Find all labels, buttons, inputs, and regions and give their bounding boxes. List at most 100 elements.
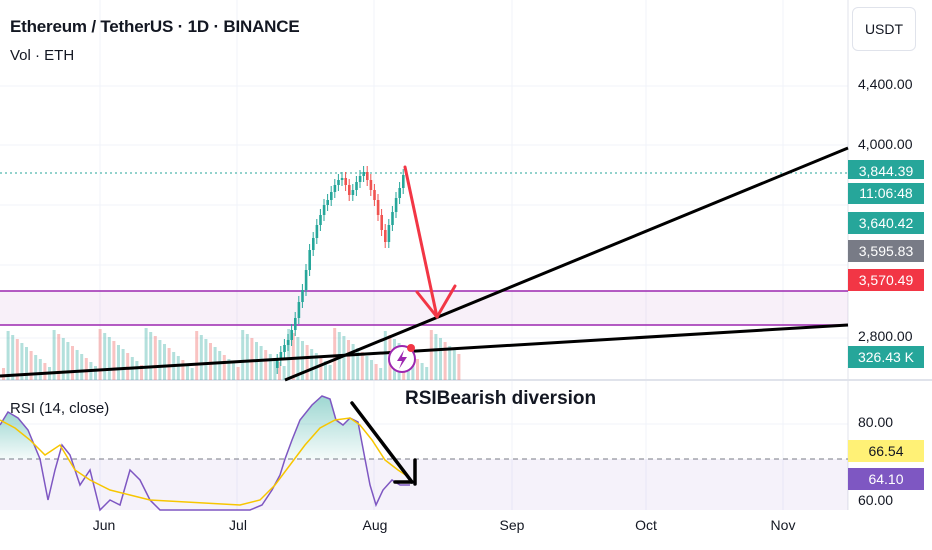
candle-body [294, 318, 297, 330]
grid [0, 0, 848, 510]
rsi-tick-80: 80.00 [858, 414, 894, 430]
annotation-text: RSIBearish diversion [405, 388, 597, 409]
x-tick-jul: Jul [229, 517, 247, 533]
price-badge-3: 3,595.83 [848, 240, 924, 262]
price-badge-4: 3,570.49 [848, 269, 924, 291]
candle-body [319, 215, 322, 225]
volume-bar [103, 333, 107, 380]
x-tick-jun: Jun [92, 517, 116, 533]
volume-bar [324, 361, 327, 380]
volume-bar [434, 334, 438, 380]
x-tick-oct: Oct [635, 517, 657, 533]
candle-body [290, 330, 293, 340]
volume-bar [80, 354, 84, 380]
price-badge-2: 3,640.42 [848, 212, 924, 234]
volume-bar [273, 358, 277, 380]
candle-body [366, 172, 369, 180]
volume-bar [84, 358, 88, 380]
volume-bar [121, 349, 125, 380]
candle-body [304, 270, 308, 290]
rsi-line [0, 395, 410, 512]
volume-bar [360, 352, 364, 380]
volume-bar [259, 346, 263, 380]
candle-body [344, 178, 347, 185]
volume-badge: 326.43 K [848, 346, 924, 368]
forecast-arrow[interactable] [403, 165, 457, 319]
candle-body [326, 200, 329, 205]
volume-bar [250, 338, 254, 380]
volume-bar [439, 338, 442, 380]
trendline-lower[interactable] [0, 323, 849, 378]
volume-legend[interactable]: Vol · ETH [10, 47, 75, 64]
volume-bar [416, 359, 419, 380]
volume-bar [25, 347, 28, 380]
volume-bar [282, 366, 286, 380]
rsi-ma-badge: 66.54 [848, 440, 924, 462]
divergence-arrow[interactable] [350, 401, 417, 486]
volume-bar [144, 328, 148, 380]
volume-bar [6, 331, 10, 380]
volume-bar [236, 367, 240, 380]
volume-bar [333, 328, 337, 380]
candle-body [351, 190, 355, 195]
volume-bar [29, 351, 33, 380]
volume-bar [181, 360, 185, 380]
x-tick-aug: Aug [362, 517, 388, 533]
trendline-upper[interactable] [284, 146, 849, 382]
price-tick-4000: 4,000.00 [858, 136, 913, 152]
currency-button[interactable]: USDT [852, 7, 916, 51]
volume-bar [126, 353, 130, 380]
candles [276, 166, 405, 374]
volume-bar [52, 330, 56, 380]
volume-bar [457, 354, 461, 380]
volume-bar [383, 331, 387, 380]
volume-bar [158, 340, 162, 380]
candle-body [398, 188, 401, 198]
volume-bar [420, 363, 424, 380]
volume-bar [291, 333, 295, 380]
volume-bar [448, 346, 452, 380]
candle-body [315, 225, 319, 238]
volume-bar [117, 345, 120, 380]
volume-bar [107, 337, 111, 380]
volume-bar [278, 362, 281, 380]
volume-bar [71, 346, 74, 380]
volume-bar [186, 364, 189, 380]
candle-body [369, 180, 373, 190]
volume-bar [209, 343, 212, 380]
x-tick-sep: Sep [499, 517, 525, 533]
volume-bar [149, 332, 153, 380]
candle-body [286, 340, 290, 345]
volume-bar [379, 368, 383, 380]
candle-body [380, 215, 383, 230]
volume-bar [98, 329, 102, 380]
candle-body [333, 185, 337, 192]
volume-bar [374, 364, 378, 380]
volume-bar [38, 359, 42, 380]
volume-bar [264, 350, 268, 380]
rsi-legend[interactable]: RSI (14, close) [10, 400, 110, 417]
volume-bar [452, 350, 456, 380]
candle-body [297, 302, 301, 318]
volume-bar [429, 330, 433, 380]
volume-bar [163, 344, 166, 380]
rsi-band [0, 459, 848, 510]
x-tick-nov: Nov [770, 517, 796, 533]
candle-body [355, 182, 358, 190]
volume-bar [66, 342, 70, 380]
volume-bar [112, 341, 116, 380]
volume-bar [2, 368, 5, 380]
lightning-event-icon[interactable] [388, 344, 416, 373]
symbol-title[interactable]: Ethereum / TetherUS · 1D · BINANCE [10, 17, 300, 36]
volume-bar [57, 334, 61, 380]
volume-bar [190, 368, 194, 380]
volume-bar [176, 356, 180, 380]
volume-bar [310, 349, 314, 380]
volume-bar [356, 348, 360, 380]
volume-bar [241, 330, 245, 380]
last-price-badge: 3,844.39 [848, 160, 924, 179]
price-tick-4400: 4,400.00 [858, 76, 913, 92]
candle-body [312, 238, 315, 250]
price-tick-2800: 2,800.00 [858, 328, 913, 344]
